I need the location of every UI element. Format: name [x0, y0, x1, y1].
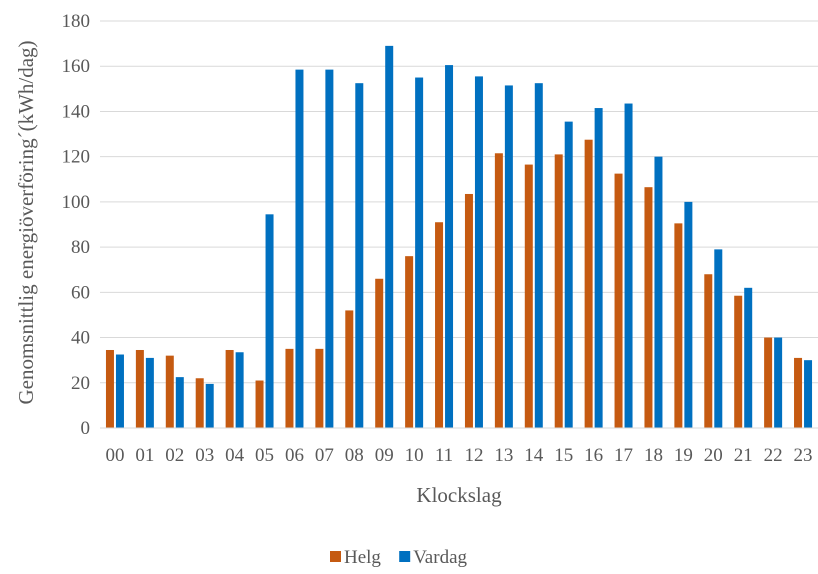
bar-vardag-02	[175, 377, 184, 428]
x-tick-label: 22	[764, 445, 783, 466]
y-tick-label: 140	[62, 101, 91, 122]
bar-helg-05	[255, 380, 264, 428]
x-tick-label: 16	[584, 445, 603, 466]
legend-swatch-helg	[330, 551, 341, 562]
y-tick-label: 100	[62, 192, 91, 213]
x-tick-label: 03	[195, 445, 214, 466]
bar-vardag-15	[564, 121, 573, 428]
bar-vardag-23	[804, 360, 813, 428]
bar-helg-20	[704, 274, 713, 428]
y-tick-label: 120	[62, 147, 91, 168]
bar-vardag-20	[714, 249, 723, 428]
bar-vardag-10	[415, 77, 424, 429]
y-tick-label: 40	[71, 328, 90, 349]
x-tick-label: 21	[734, 445, 753, 466]
bar-helg-11	[435, 222, 444, 428]
x-tick-label: 18	[644, 445, 663, 466]
bar-helg-01	[135, 349, 144, 428]
bar-helg-16	[584, 139, 593, 429]
bar-helg-15	[554, 154, 563, 428]
bar-helg-04	[225, 349, 234, 428]
x-tick-label: 12	[464, 445, 483, 466]
legend-swatch-vardag	[399, 551, 411, 562]
bar-helg-07	[315, 348, 324, 428]
x-tick-label: 05	[255, 445, 274, 466]
gridlines	[100, 20, 818, 384]
x-tick-label: 11	[435, 445, 453, 466]
bar-helg-18	[644, 187, 653, 428]
bars	[105, 45, 813, 429]
bar-vardag-05	[265, 214, 274, 428]
y-tick-label: 80	[71, 237, 90, 258]
bar-vardag-22	[774, 337, 783, 428]
y-axis-ticks: 0 20 40 60 80 100 120 140 160 180	[62, 11, 91, 439]
bar-vardag-18	[654, 156, 663, 428]
y-axis-title: Genomsnittlig energiöverföring´(kWh/dag)	[14, 40, 38, 404]
x-tick-label: 20	[704, 445, 723, 466]
x-tick-label: 04	[225, 445, 245, 466]
bar-vardag-17	[624, 103, 633, 429]
x-tick-label: 10	[405, 445, 424, 466]
bar-vardag-19	[684, 201, 693, 428]
x-tick-label: 23	[794, 445, 813, 466]
bar-vardag-08	[355, 83, 364, 429]
x-axis-title: Klockslag	[416, 483, 502, 507]
x-tick-label: 08	[345, 445, 364, 466]
bar-vardag-01	[145, 357, 154, 428]
x-tick-label: 15	[554, 445, 573, 466]
bar-helg-09	[375, 278, 384, 428]
x-tick-label: 14	[524, 445, 544, 466]
bar-vardag-06	[295, 69, 304, 428]
y-tick-label: 60	[71, 282, 90, 303]
bar-helg-14	[524, 164, 533, 428]
bar-helg-21	[734, 295, 743, 428]
x-tick-label: 07	[315, 445, 334, 466]
bar-vardag-16	[594, 108, 603, 428]
x-tick-label: 17	[614, 445, 633, 466]
x-tick-label: 09	[375, 445, 394, 466]
bar-vardag-09	[385, 45, 394, 428]
y-tick-label: 0	[81, 418, 91, 439]
bar-vardag-21	[744, 287, 753, 428]
bar-vardag-14	[534, 83, 543, 429]
bar-vardag-03	[205, 383, 214, 428]
bar-vardag-07	[325, 69, 334, 428]
legend-label-helg: Helg	[344, 547, 381, 568]
x-tick-label: 06	[285, 445, 304, 466]
bar-vardag-00	[115, 354, 124, 428]
legend-label-vardag: Vardag	[413, 547, 467, 568]
x-tick-label: 19	[674, 445, 693, 466]
bar-vardag-11	[445, 65, 454, 428]
bar-helg-23	[794, 357, 803, 428]
bar-helg-22	[764, 337, 773, 428]
bar-helg-10	[405, 256, 414, 428]
x-tick-label: 00	[105, 445, 124, 466]
bar-vardag-12	[474, 76, 483, 429]
x-tick-label: 13	[494, 445, 513, 466]
y-tick-label: 20	[71, 373, 90, 394]
bar-helg-17	[614, 173, 623, 428]
bar-helg-06	[285, 348, 294, 428]
bar-vardag-04	[235, 352, 244, 428]
x-tick-label: 01	[135, 445, 154, 466]
bar-helg-00	[105, 349, 114, 428]
bar-vardag-13	[504, 85, 513, 429]
bar-helg-12	[464, 193, 473, 428]
legend: Helg Vardag	[330, 547, 468, 568]
bar-helg-08	[345, 310, 354, 428]
bar-helg-13	[494, 153, 503, 428]
bar-helg-03	[195, 378, 204, 428]
x-axis-ticks: 00 01 02 03 04 05 06 07 08 09 10 11 12 13 14 15 16 17 18 19…	[105, 445, 812, 466]
bar-helg-02	[165, 355, 174, 428]
bar-helg-19	[674, 223, 683, 428]
y-tick-label: 180	[62, 11, 91, 32]
x-tick-label: 02	[165, 445, 184, 466]
y-tick-label: 160	[62, 56, 91, 77]
